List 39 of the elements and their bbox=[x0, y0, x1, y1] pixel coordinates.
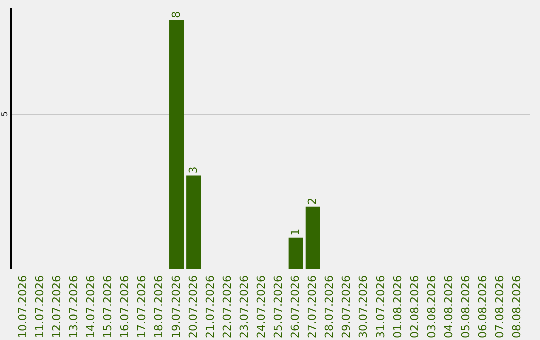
x-tick-label: 17.07.2026 bbox=[136, 276, 149, 338]
x-tick-label: 18.07.2026 bbox=[152, 276, 166, 338]
bar bbox=[306, 206, 320, 269]
x-tick-label: 01.08.2026 bbox=[391, 276, 404, 338]
x-tick-label: 22.07.2026 bbox=[220, 276, 234, 338]
x-tick-label: 02.08.2026 bbox=[408, 276, 422, 338]
x-tick-label: 10.07.2026 bbox=[16, 276, 30, 338]
x-tick-label: 25.07.2026 bbox=[272, 276, 286, 338]
x-tick-label: 03.08.2026 bbox=[425, 276, 438, 338]
data-label: 3 bbox=[186, 166, 200, 174]
x-tick-label: 23.07.2026 bbox=[238, 276, 251, 338]
y-tick-label: 5 bbox=[0, 112, 10, 117]
x-tick-label: 11.07.2026 bbox=[33, 276, 46, 338]
x-tick-label: 30.07.2026 bbox=[357, 276, 370, 338]
bar bbox=[288, 238, 304, 269]
x-tick-label: 29.07.2026 bbox=[340, 276, 354, 338]
x-tick-label: 13.07.2026 bbox=[67, 276, 80, 338]
x-tick-label: 15.07.2026 bbox=[102, 276, 115, 338]
x-tick-label: 05.08.2026 bbox=[460, 276, 473, 338]
data-label: 1 bbox=[289, 228, 302, 236]
x-tick-label: 20.07.2026 bbox=[186, 276, 200, 338]
bar bbox=[170, 20, 184, 269]
data-label: 2 bbox=[306, 198, 320, 205]
x-tick-label: 28.07.2026 bbox=[323, 276, 336, 338]
x-tick-label: 07.08.2026 bbox=[494, 276, 507, 338]
x-tick-label: 27.07.2026 bbox=[306, 276, 320, 338]
x-tick-label: 19.07.2026 bbox=[170, 276, 183, 338]
x-tick-label: 21.07.2026 bbox=[204, 276, 217, 338]
x-tick-label: 16.07.2026 bbox=[118, 276, 132, 338]
x-tick-label: 12.07.2026 bbox=[50, 276, 64, 338]
x-tick-label: 08.08.2026 bbox=[510, 276, 524, 338]
x-tick-label: 26.07.2026 bbox=[289, 276, 302, 338]
x-tick-label: 06.08.2026 bbox=[476, 276, 490, 338]
x-tick-label: 04.08.2026 bbox=[442, 276, 456, 338]
x-tick-label: 31.07.2026 bbox=[374, 276, 388, 338]
bar bbox=[186, 176, 202, 269]
x-tick-label: 14.07.2026 bbox=[84, 276, 98, 338]
data-label: 8 bbox=[170, 11, 183, 18]
x-tick-label: 24.07.2026 bbox=[254, 276, 268, 338]
